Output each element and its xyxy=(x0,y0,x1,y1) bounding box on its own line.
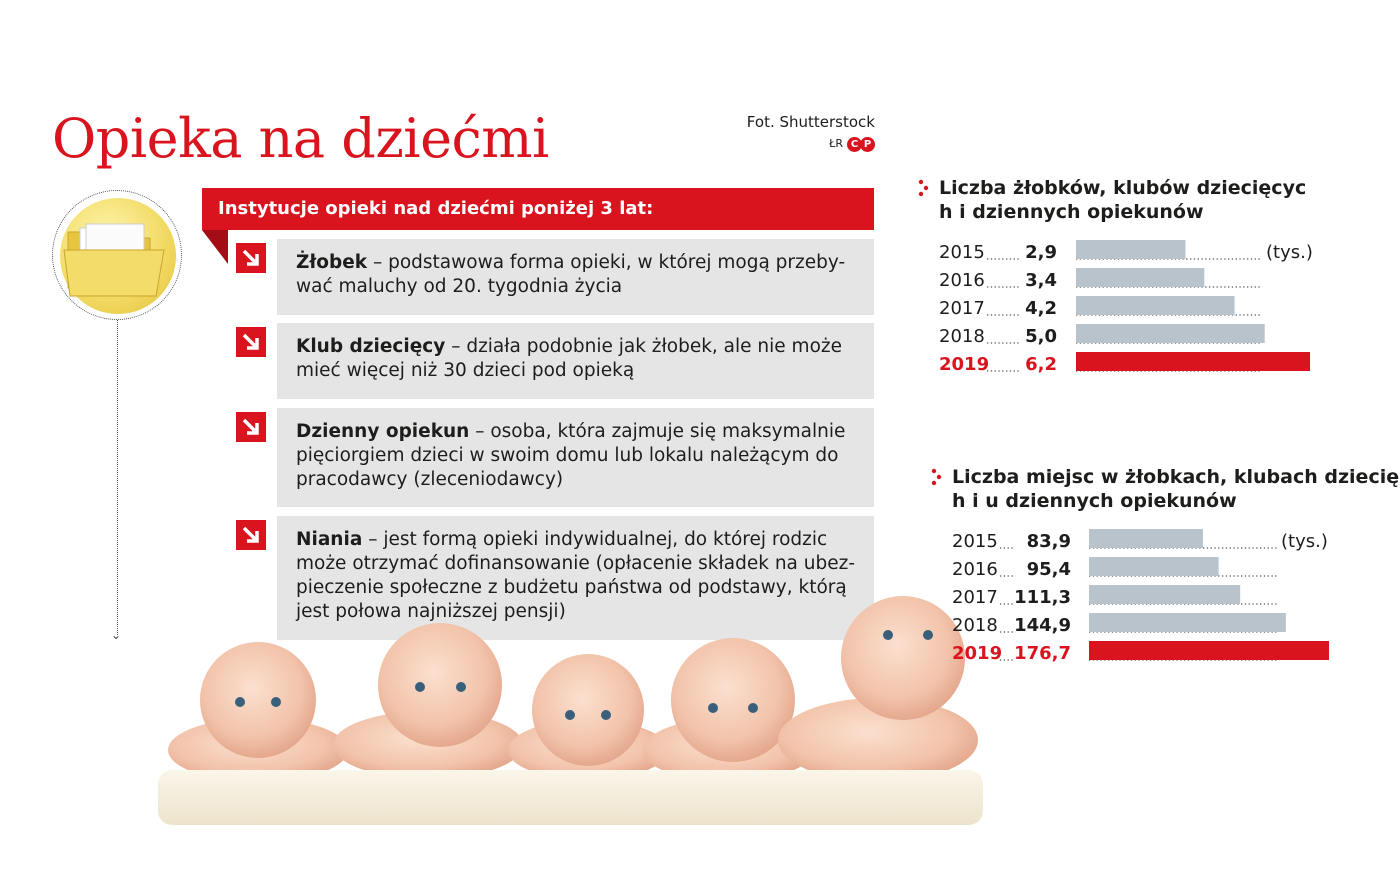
value-label: 144,9 xyxy=(1014,615,1071,636)
bar-2016 xyxy=(1076,268,1205,287)
institution-card-klub: Klub dziecięcy – działa podobnie jak żło… xyxy=(277,323,874,399)
chart-title-line-2: h i u dziennych opiekunów xyxy=(952,490,1237,512)
folder-icon xyxy=(60,198,176,314)
year-tick-label: 2016 xyxy=(939,270,985,291)
copyright-p-icon: P xyxy=(860,136,875,152)
value-label: 111,3 xyxy=(1014,587,1071,608)
section-banner: Instytucje opieki nad dziećmi poniżej 3 … xyxy=(202,188,874,230)
bar-2019 xyxy=(1076,352,1310,371)
bar-2017 xyxy=(1076,296,1235,315)
value-label: 5,0 xyxy=(1025,326,1057,347)
chart-title-line-1: Liczba żłobków, klubów dziecięcyc xyxy=(939,177,1306,199)
value-label: 176,7 xyxy=(1014,643,1071,664)
publisher-mark: ŁR xyxy=(829,137,843,150)
institution-card-opiekun: Dzienny opiekun – osoba, która zajmuje s… xyxy=(277,408,874,507)
institution-name: Niania xyxy=(296,529,363,550)
bar-2015 xyxy=(1089,529,1203,548)
folder-ring xyxy=(52,190,182,320)
bullet-dot-icon xyxy=(931,468,937,474)
year-tick-label: 2019 xyxy=(939,354,989,375)
institution-desc: – jest formą opieki indywidualnej, do kt… xyxy=(296,529,856,622)
institution-card-zlobek: Żłobek – podstawowa forma opieki, w któr… xyxy=(277,239,874,315)
chart-title-line-2: h i dziennych opiekunów xyxy=(939,201,1204,223)
copyright-c-icon: C xyxy=(847,136,862,152)
value-label: 3,4 xyxy=(1025,270,1057,291)
value-label: 4,2 xyxy=(1025,298,1057,319)
value-label: 6,2 xyxy=(1025,354,1057,375)
bullet-dot-icon xyxy=(931,480,937,486)
year-tick-label: 2015 xyxy=(939,242,985,263)
photo-credit: Fot. Shutterstock ŁR C P xyxy=(700,112,875,154)
value-label: 2,9 xyxy=(1025,242,1057,263)
institution-desc: – działa podobnie jak żłobek, ale nie mo… xyxy=(296,336,842,381)
bar-2015 xyxy=(1076,240,1186,259)
banner-tail xyxy=(202,230,228,264)
value-label: 95,4 xyxy=(1027,559,1071,580)
institution-card-niania: Niania – jest formą opieki indywidualnej… xyxy=(277,516,874,640)
unit-label: (tys.) xyxy=(1266,242,1313,263)
institution-desc: – podstawowa forma opieki, w której mogą… xyxy=(296,252,846,297)
year-tick-label: 2017 xyxy=(939,298,985,319)
year-tick-label: 2018 xyxy=(939,326,985,347)
institution-desc: – osoba, która zajmuje się maksymalnie p… xyxy=(296,421,846,490)
page-title: Opieka na dziećmi xyxy=(52,107,549,170)
year-tick-label: 2016 xyxy=(952,559,998,580)
institution-name: Dzienny opiekun xyxy=(296,421,470,442)
photo-credit-text: Fot. Shutterstock xyxy=(746,113,875,131)
institution-name: Żłobek xyxy=(296,252,368,273)
timeline-line xyxy=(117,320,118,635)
year-tick-label: 2015 xyxy=(952,531,998,552)
bullet-dot-icon xyxy=(918,191,924,197)
arrow-down-right-icon xyxy=(236,412,266,442)
babies-photo xyxy=(158,596,983,825)
bullet-dot-icon xyxy=(936,474,942,480)
bar-2019 xyxy=(1089,641,1329,660)
publisher-logo: ŁR C P xyxy=(829,134,875,154)
arrow-down-right-icon xyxy=(236,243,266,273)
bar-2017 xyxy=(1089,585,1241,604)
bar-2016 xyxy=(1089,557,1219,576)
bullet-dot-icon xyxy=(918,179,924,185)
unit-label: (tys.) xyxy=(1281,531,1328,552)
arrow-down-right-icon xyxy=(236,520,266,550)
value-label: 83,9 xyxy=(1027,531,1071,552)
timeline-end-icon: ⌄ xyxy=(111,628,122,642)
bar-2018 xyxy=(1076,324,1265,343)
bar-2018 xyxy=(1089,613,1286,632)
arrow-down-right-icon xyxy=(236,327,266,357)
chart-title-line-1: Liczba miejsc w żłobkach, klubach dzieci… xyxy=(952,466,1400,488)
institution-name: Klub dziecięcy xyxy=(296,336,446,357)
bullet-dot-icon xyxy=(923,185,929,191)
chart-2-group: Liczba miejsc w żłobkach, klubach dzieci… xyxy=(931,466,1400,664)
